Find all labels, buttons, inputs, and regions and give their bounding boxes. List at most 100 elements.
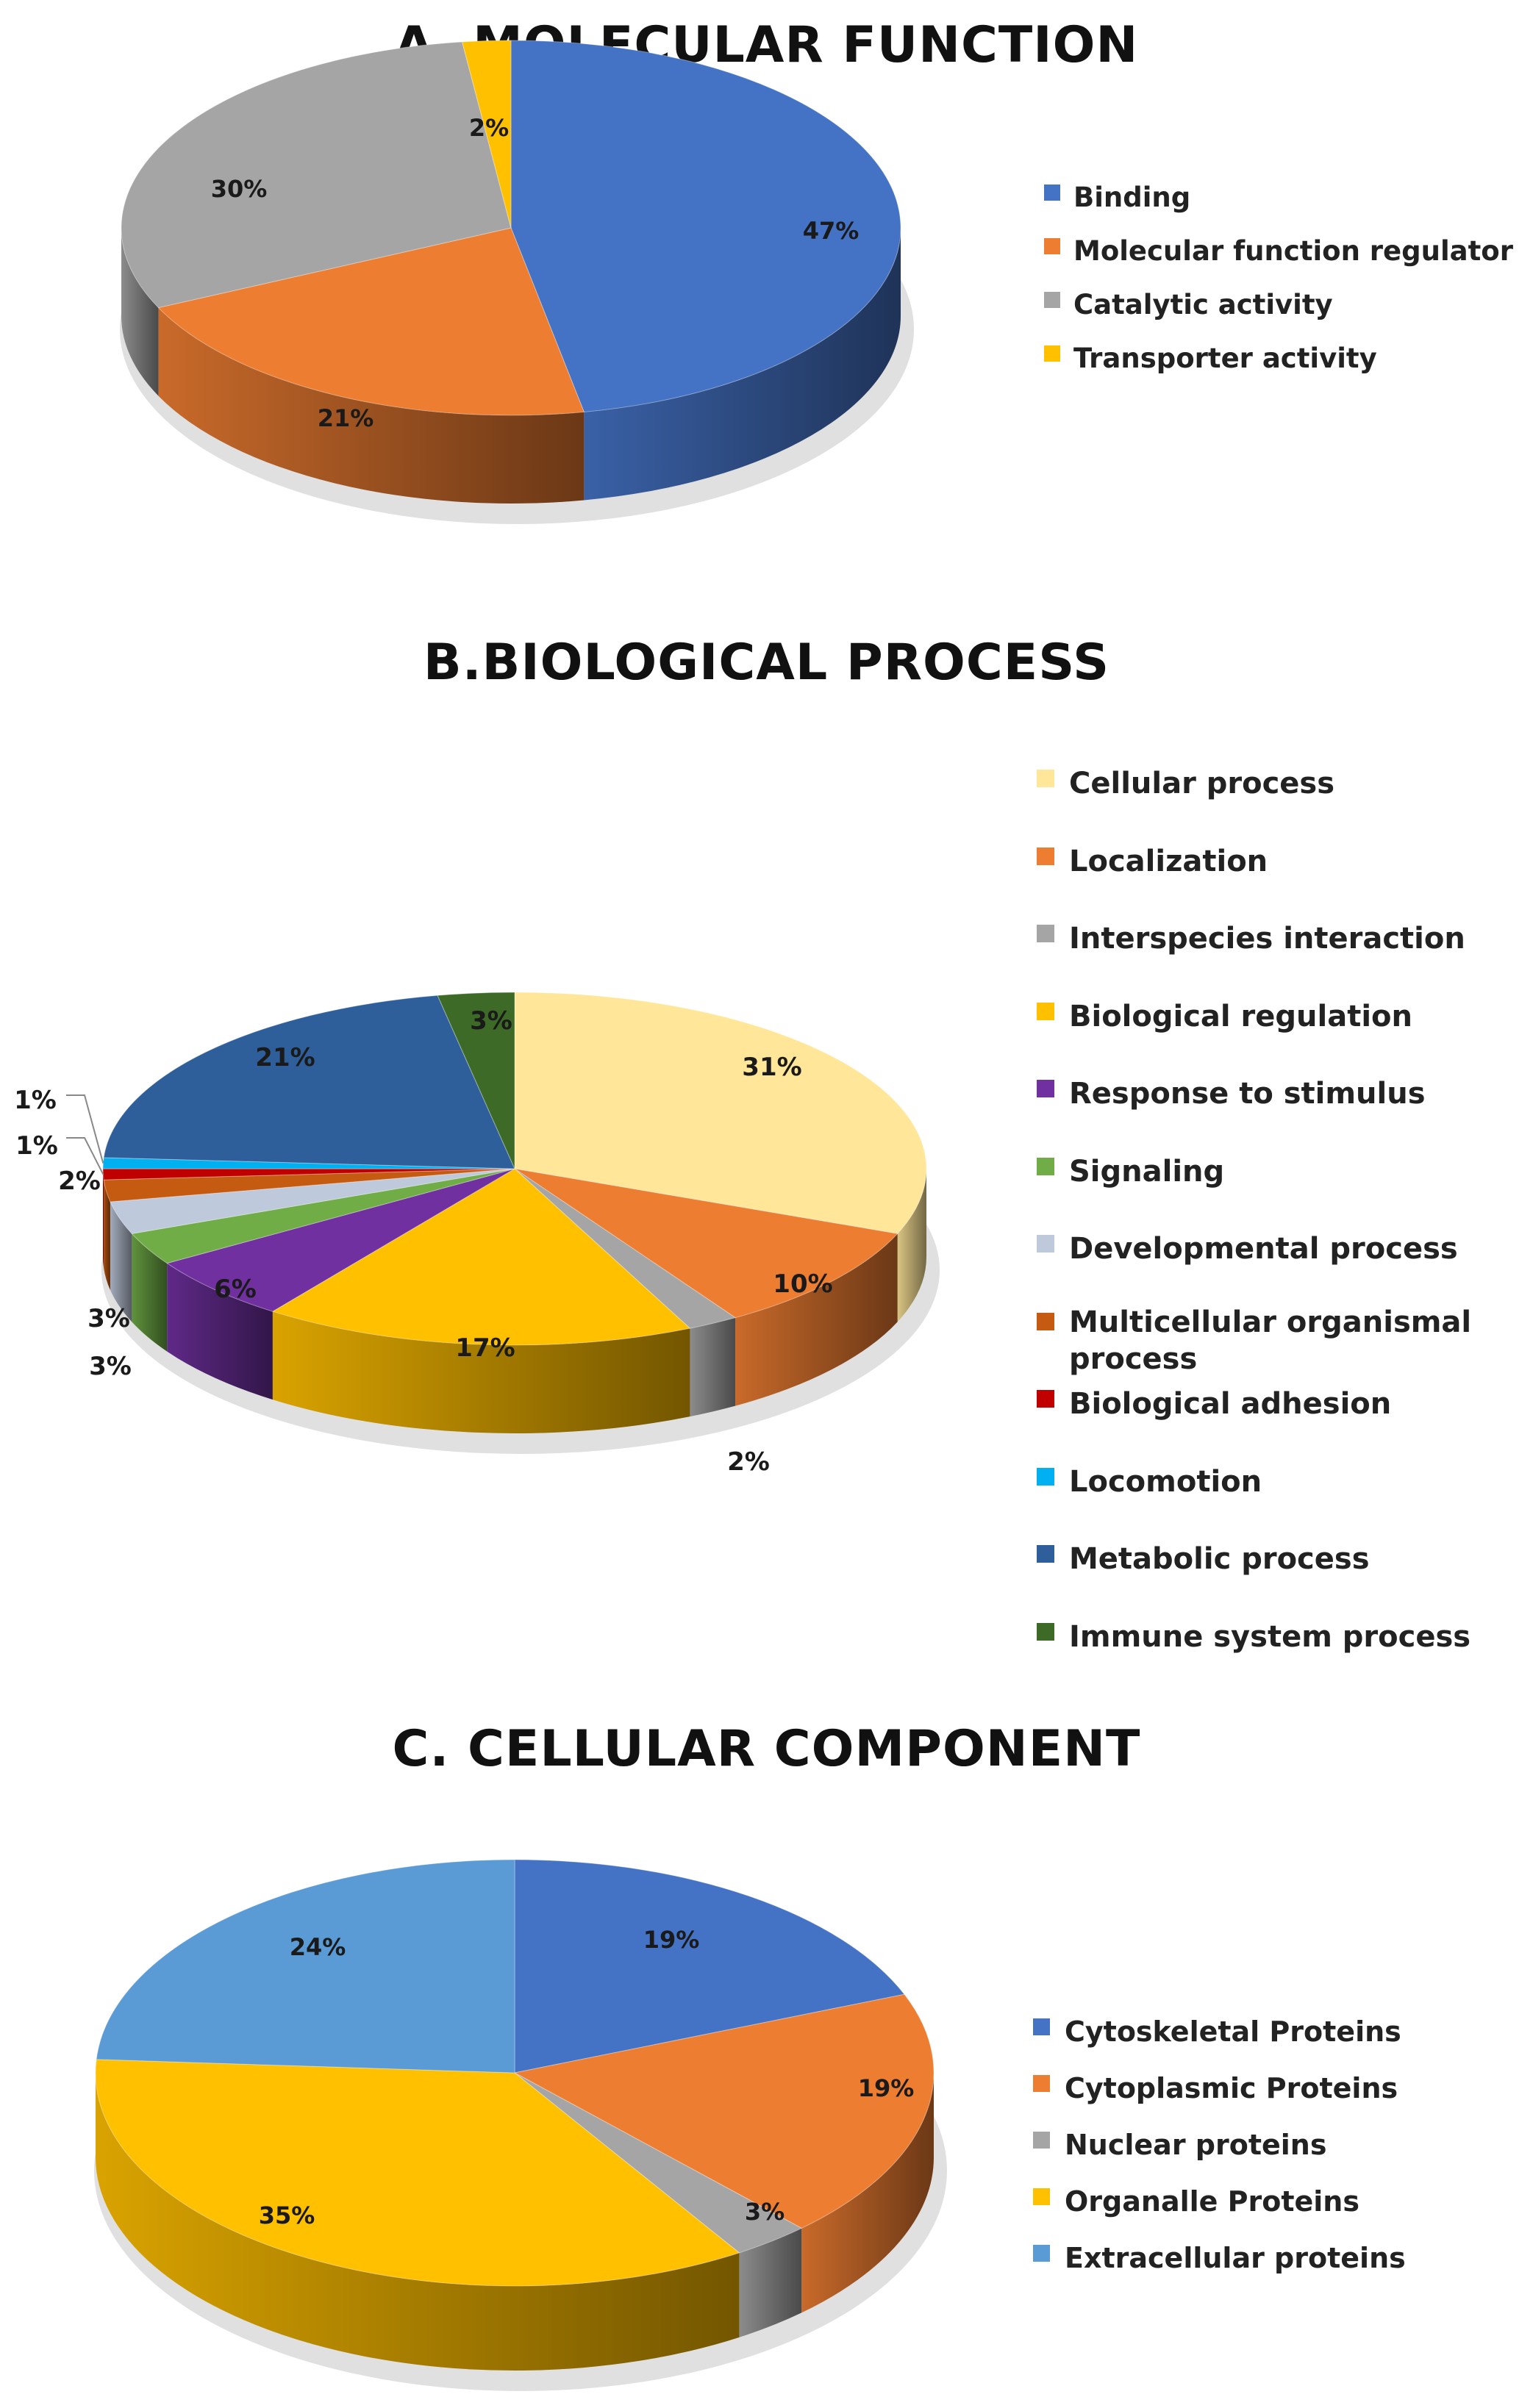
pie-side-catalytic-activity <box>121 228 159 396</box>
legend-swatch <box>1037 1622 1054 1641</box>
legend-swatch <box>1044 345 1060 362</box>
pie-side-organalle-proteins <box>96 2073 740 2371</box>
pie-side-interspecies-interaction <box>690 1317 736 1417</box>
pie-side-cellular-process <box>897 1169 926 1322</box>
pie-slice-biological-adhesion <box>102 1168 515 1180</box>
legend-label: Cellular process <box>1069 767 1335 800</box>
data-label-interspecies-interaction: 2% <box>727 1447 770 1477</box>
pie-slice-immune-system-process <box>437 992 515 1169</box>
chart-title: B.BIOLOGICAL PROCESS <box>423 634 1110 692</box>
legend-swatch <box>1044 238 1060 254</box>
legend-swatch <box>1037 1312 1054 1330</box>
legend-swatch <box>1033 2188 1050 2205</box>
legend-swatch <box>1033 2132 1050 2149</box>
panel-molecular-function: A. MOLECULAR FUNCTION 47% 21% 30% 2% Bindin… <box>0 0 1533 573</box>
legend-label: Binding <box>1073 182 1191 213</box>
legend-swatch <box>1037 1545 1054 1563</box>
legend-label: Organalle Proteins <box>1065 2185 1359 2218</box>
pie-side-developmental-process <box>110 1201 132 1322</box>
data-label-signaling: 3% <box>89 1352 132 1381</box>
pie-chart: 19% 19% 3% 35% 24% <box>94 1859 947 2391</box>
legend-label: Metabolic process <box>1069 1542 1370 1576</box>
legend-swatch <box>1037 1390 1054 1408</box>
data-label-cellular-process: 31% <box>742 1053 801 1082</box>
legend-label: Biological adhesion <box>1069 1387 1392 1421</box>
data-label-transporter-activity: 2% <box>469 114 509 142</box>
legend-swatch <box>1033 2018 1050 2035</box>
pie-side-biological-regulation <box>272 1311 690 1433</box>
data-label-cytoplasmic-proteins: 19% <box>858 2074 915 2102</box>
legend-label: Extracellular proteins <box>1065 2242 1406 2274</box>
legend-label: Nuclear proteins <box>1065 2129 1327 2161</box>
legend-swatch <box>1037 1002 1054 1020</box>
pie-slice-catalytic-activity <box>121 41 512 309</box>
chart-title: C. CELLULAR COMPONENT <box>392 1720 1141 1778</box>
pie-side-nuclear-proteins <box>739 2228 802 2337</box>
pie-side-walls <box>121 228 901 504</box>
pie-slice-transporter-activity <box>461 40 512 229</box>
legend-label: Immune system process <box>1069 1619 1471 1654</box>
legend-label: Cytoplasmic Proteins <box>1065 2072 1398 2104</box>
data-label-binding: 47% <box>803 217 860 245</box>
data-label-immune-system-process: 3% <box>470 1006 512 1036</box>
pie-slice-metabolic-process <box>103 995 515 1169</box>
data-label-response-to-stimulus: 6% <box>214 1275 257 1304</box>
legend-label: Multicellular organismal process <box>1069 1305 1472 1376</box>
pie-slice-organalle-proteins <box>95 2059 740 2287</box>
pie-side-localization <box>735 1233 898 1406</box>
data-label-biological-adhesion: 1% <box>15 1131 58 1161</box>
data-label-locomotion: 1% <box>14 1086 57 1115</box>
legend-swatch <box>1033 2245 1050 2262</box>
legend-label: Molecular function regulator <box>1073 235 1513 267</box>
pie-slices <box>102 992 927 1346</box>
legend-label: Catalytic activity <box>1073 289 1333 320</box>
pie-slice-developmental-process <box>110 1168 515 1234</box>
data-label-molecular-function-regulator: 21% <box>318 404 374 432</box>
data-label-catalytic-activity: 30% <box>211 175 268 203</box>
pie-slice-response-to-stimulus <box>165 1168 515 1312</box>
legend-swatch <box>1037 770 1054 787</box>
legend-swatch <box>1033 2075 1050 2092</box>
pie-slice-biological-regulation <box>271 1168 691 1346</box>
data-label-cytoskeletal-proteins: 19% <box>643 1926 700 1954</box>
data-label-nuclear-proteins: 3% <box>745 2198 785 2226</box>
legend-swatch <box>1037 847 1054 865</box>
legend-swatch <box>1037 925 1054 942</box>
pie-side-walls <box>96 2073 934 2371</box>
data-label-extracellular-proteins: 24% <box>290 1933 346 1961</box>
legend-label: Localization <box>1069 844 1268 878</box>
legend-label: Cytoskeletal Proteins <box>1065 2015 1401 2048</box>
pie-slice-localization <box>514 1168 898 1319</box>
pie-chart: 47% 21% 30% 2% <box>120 40 914 524</box>
pie-slice-cytoplasmic-proteins <box>513 1993 935 2229</box>
legend-label: Locomotion <box>1069 1464 1262 1499</box>
pie-slice-signaling <box>131 1168 515 1264</box>
pie-slice-cellular-process <box>514 992 927 1234</box>
data-label-organalle-proteins: 35% <box>259 2201 315 2229</box>
pie-slice-binding <box>510 40 901 413</box>
data-label-multicellular-organismal-process: 2% <box>58 1167 101 1196</box>
legend-swatch <box>1037 1467 1054 1486</box>
leader-line-locomotion <box>66 1094 104 1164</box>
legend-label: Biological regulation <box>1069 999 1413 1033</box>
pie-slice-cytoskeletal-proteins <box>514 1859 905 2074</box>
pie-slice-nuclear-proteins <box>514 2072 803 2254</box>
leader-line-biological-adhesion <box>66 1137 104 1175</box>
pie-side-multicellular-organismal-process <box>104 1180 110 1290</box>
pie-slice-extracellular-proteins <box>96 1859 515 2074</box>
legend-swatch <box>1037 1157 1054 1175</box>
legend-swatch <box>1044 292 1060 308</box>
pie-slice-molecular-function-regulator <box>157 227 585 416</box>
pie-slice-multicellular-organismal-process <box>103 1168 515 1203</box>
legend-label: Signaling <box>1069 1154 1225 1189</box>
pie-chart: 31%10%2%17%6%3%3%2%1%1%21%3% <box>14 992 940 1477</box>
pie-slices <box>121 40 901 416</box>
legend-label: Response to stimulus <box>1069 1077 1426 1111</box>
legend-label: Interspecies interaction <box>1069 922 1465 956</box>
pie-side-signaling <box>132 1233 168 1352</box>
panel-biological-process: B.BIOLOGICAL PROCESS 31% 10% 2% 17% 6% 3% 3% 2%… <box>0 632 1533 1654</box>
legend-swatch <box>1037 1080 1054 1097</box>
panel-cellular-component: C. CELLULAR COMPONENT 19% 19% 3% 35% 24% Cyt… <box>0 1705 1533 2408</box>
legend-label: Developmental process <box>1069 1232 1458 1266</box>
pie-side-biological-adhesion <box>103 1169 104 1269</box>
